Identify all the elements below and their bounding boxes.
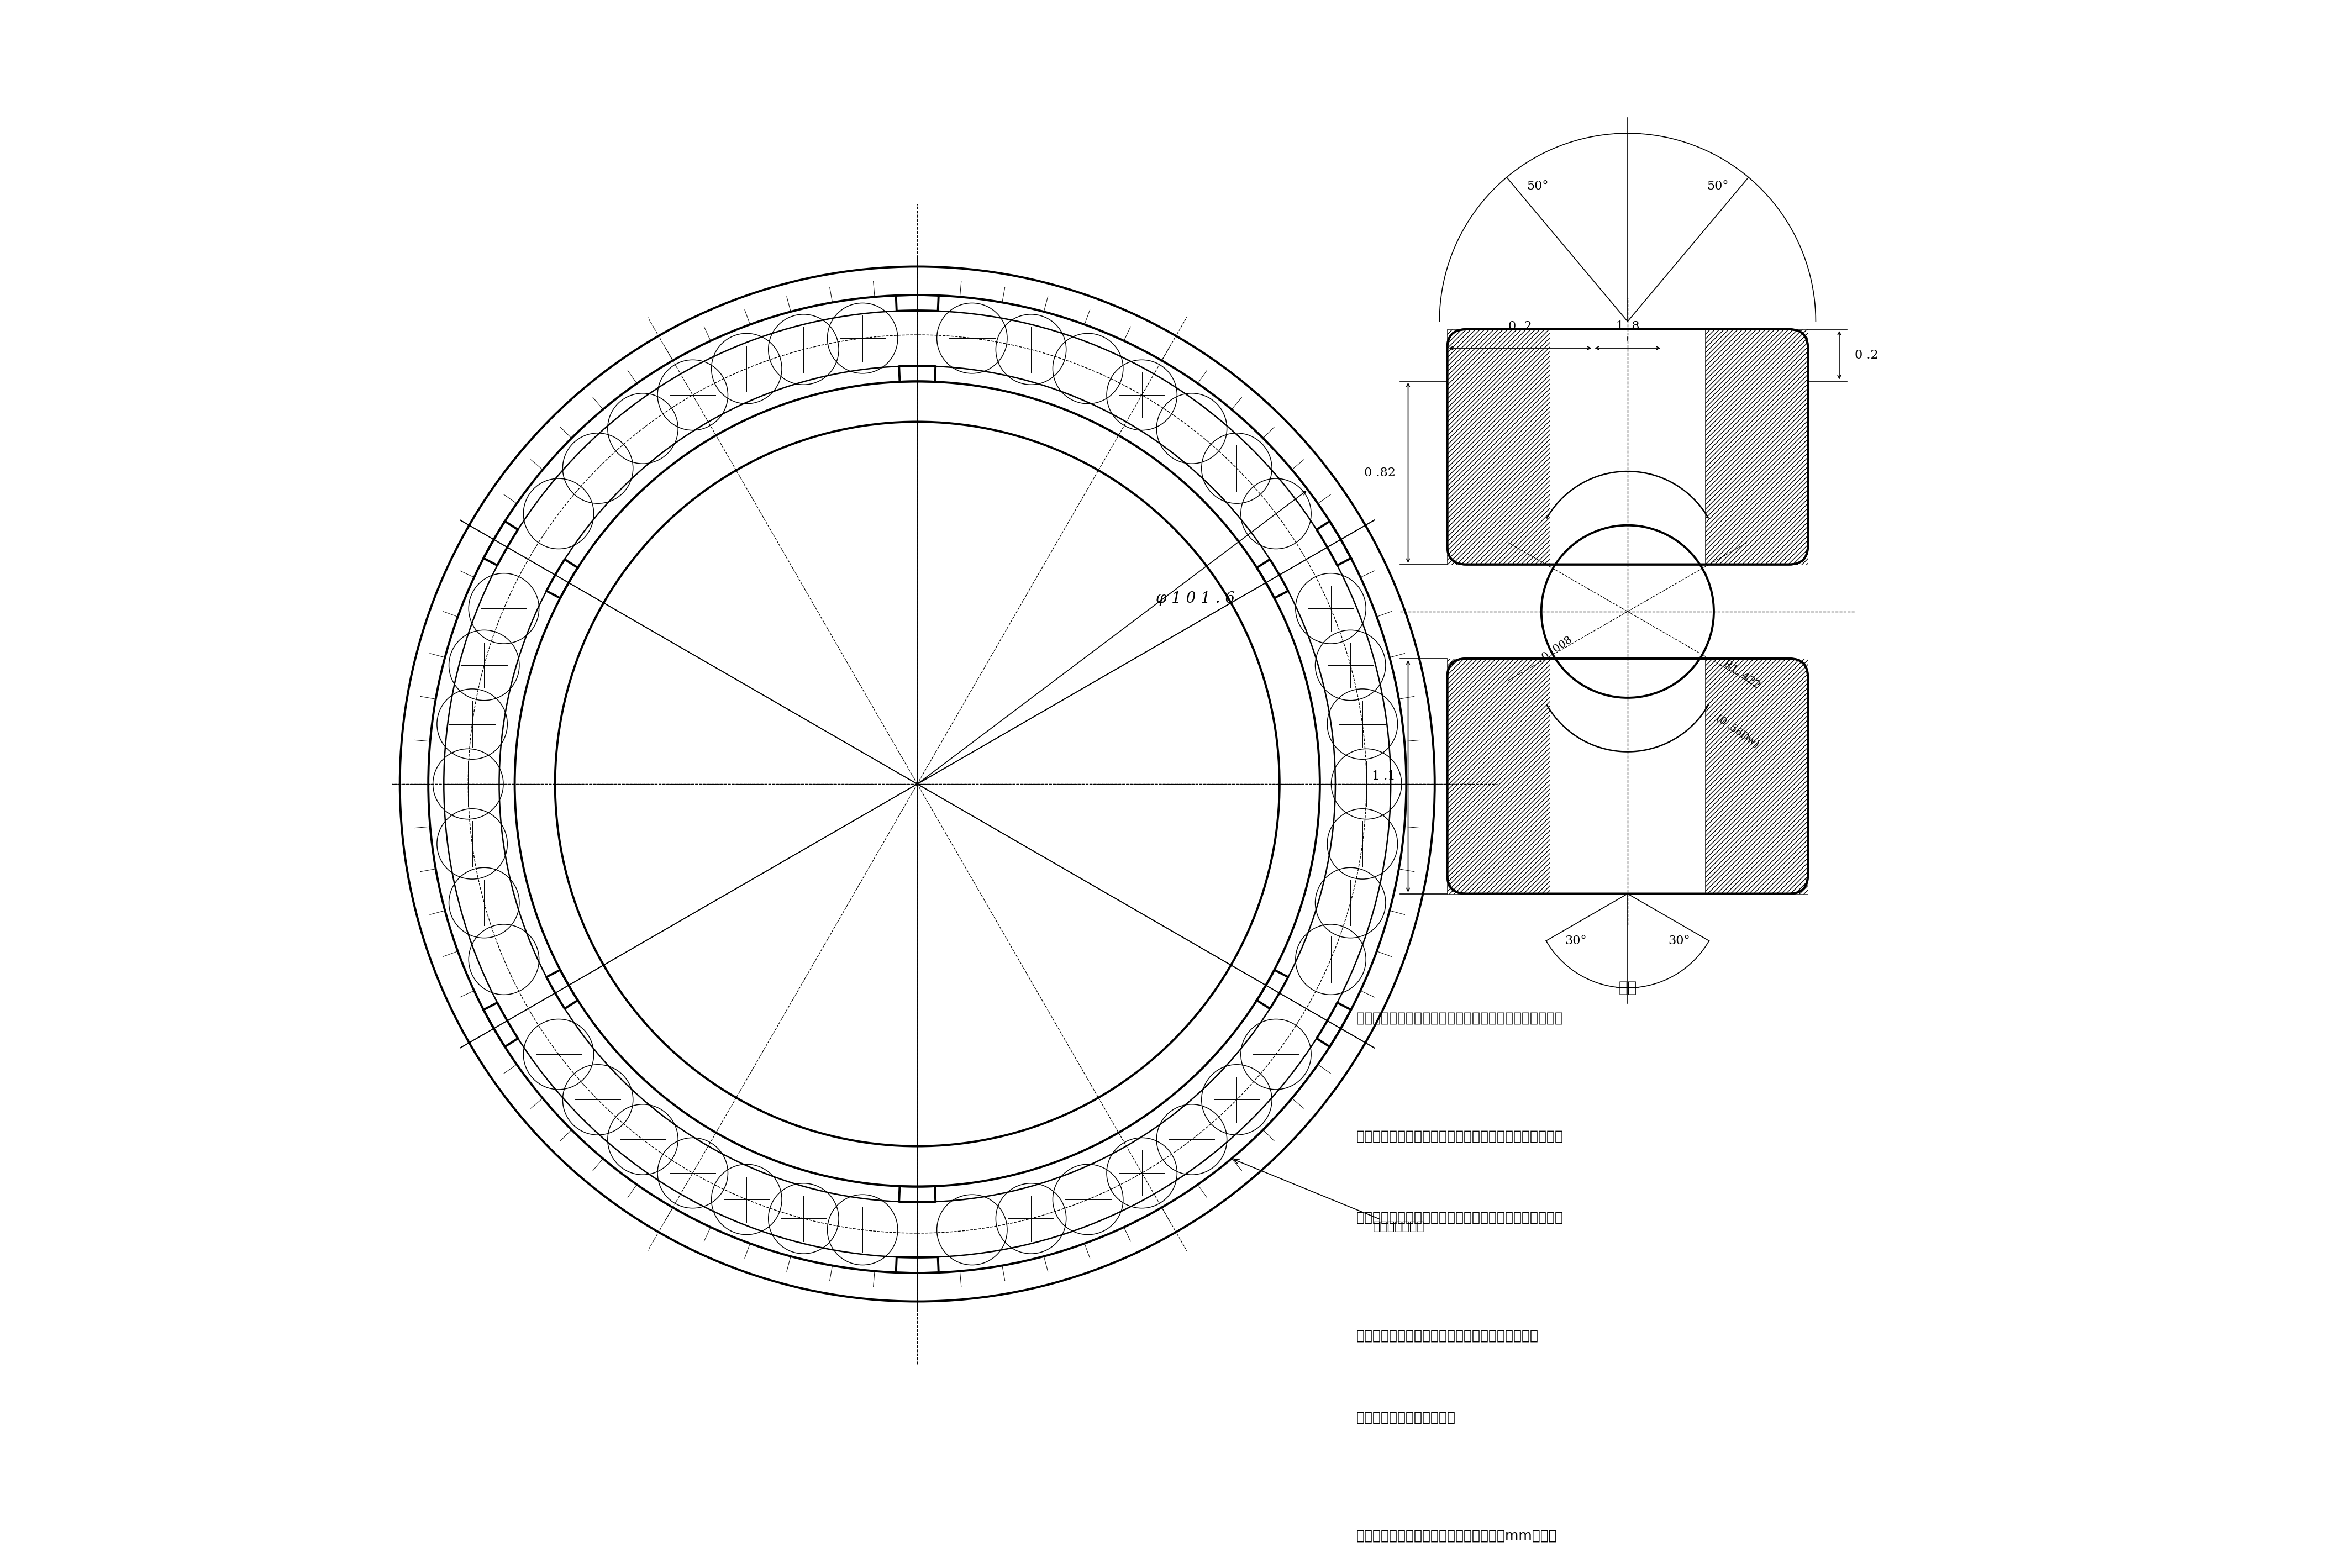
Text: カッターで分断: カッターで分断	[1235, 1159, 1425, 1232]
Text: 1 .1: 1 .1	[1371, 770, 1395, 782]
Text: 30°: 30°	[1564, 935, 1588, 947]
Text: 1  8: 1 8	[1616, 320, 1639, 332]
Text: R1. 422: R1. 422	[1722, 659, 1762, 691]
Text: この例では接触点変化路を無負荷領域に作るのではなく: この例では接触点変化路を無負荷領域に作るのではなく	[1357, 1129, 1564, 1143]
Text: 分断により外輪の剛性を弱くして荷重を逃がし、: 分断により外輪の剛性を弱くして荷重を逃がし、	[1357, 1330, 1538, 1342]
Text: 0 .82: 0 .82	[1364, 467, 1395, 478]
Text: 外輪の中央部を分断して接触点変化路を形成しました。: 外輪の中央部を分断して接触点変化路を形成しました。	[1357, 1210, 1564, 1225]
Text: 無負荷領域としています。: 無負荷領域としています。	[1357, 1411, 1456, 1424]
Text: 0 .008: 0 .008	[1541, 635, 1573, 663]
Text: 薄肉４点接触軸受、６か所に接触点変化路を設けた例。: 薄肉４点接触軸受、６か所に接触点変化路を設けた例。	[1357, 1011, 1564, 1024]
Text: 0 .2: 0 .2	[1856, 350, 1879, 361]
Text: 50°: 50°	[1526, 180, 1548, 191]
Text: ボール間のスキマ設計値は　０．３７　mmです。: ボール間のスキマ設計値は ０．３７ mmです。	[1357, 1529, 1557, 1543]
Bar	[1446, 329, 1550, 564]
Text: 0. 2: 0. 2	[1508, 320, 1531, 332]
Bar	[1705, 659, 1809, 894]
Text: 50°: 50°	[1708, 180, 1729, 191]
Text: 30°: 30°	[1668, 935, 1691, 947]
Bar	[1446, 659, 1550, 894]
Text: 断面: 断面	[1618, 980, 1637, 996]
Text: (0 .56Dw): (0 .56Dw)	[1715, 713, 1759, 750]
Text: φ 1 0 1 . 6: φ 1 0 1 . 6	[1157, 591, 1235, 607]
Bar	[1705, 329, 1809, 564]
